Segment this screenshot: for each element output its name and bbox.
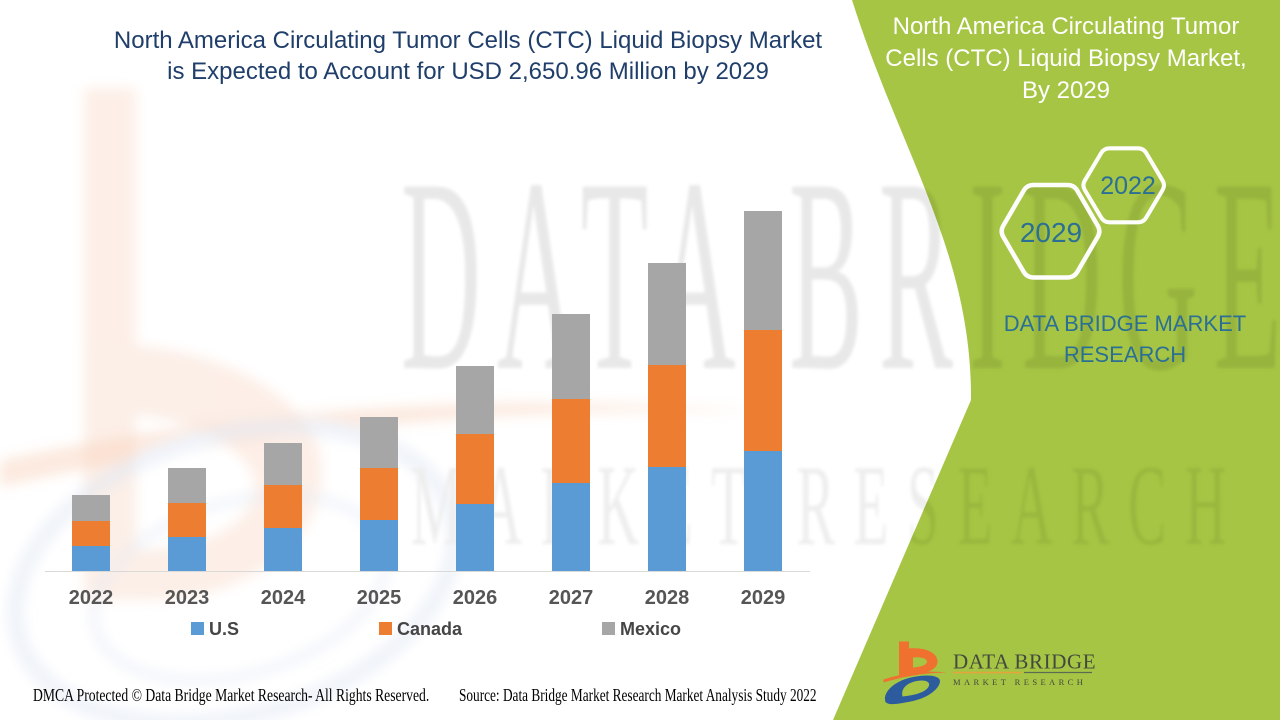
svg-text:DATA BRIDGE: DATA BRIDGE [953, 650, 1096, 674]
svg-text:MARKET RESEARCH: MARKET RESEARCH [411, 442, 1245, 570]
svg-text:DATA BRIDGE: DATA BRIDGE [401, 121, 1280, 428]
svg-text:2029: 2029 [1020, 217, 1082, 248]
svg-text:2022: 2022 [1100, 172, 1156, 200]
svg-text:MARKET RESEARCH: MARKET RESEARCH [953, 677, 1086, 687]
